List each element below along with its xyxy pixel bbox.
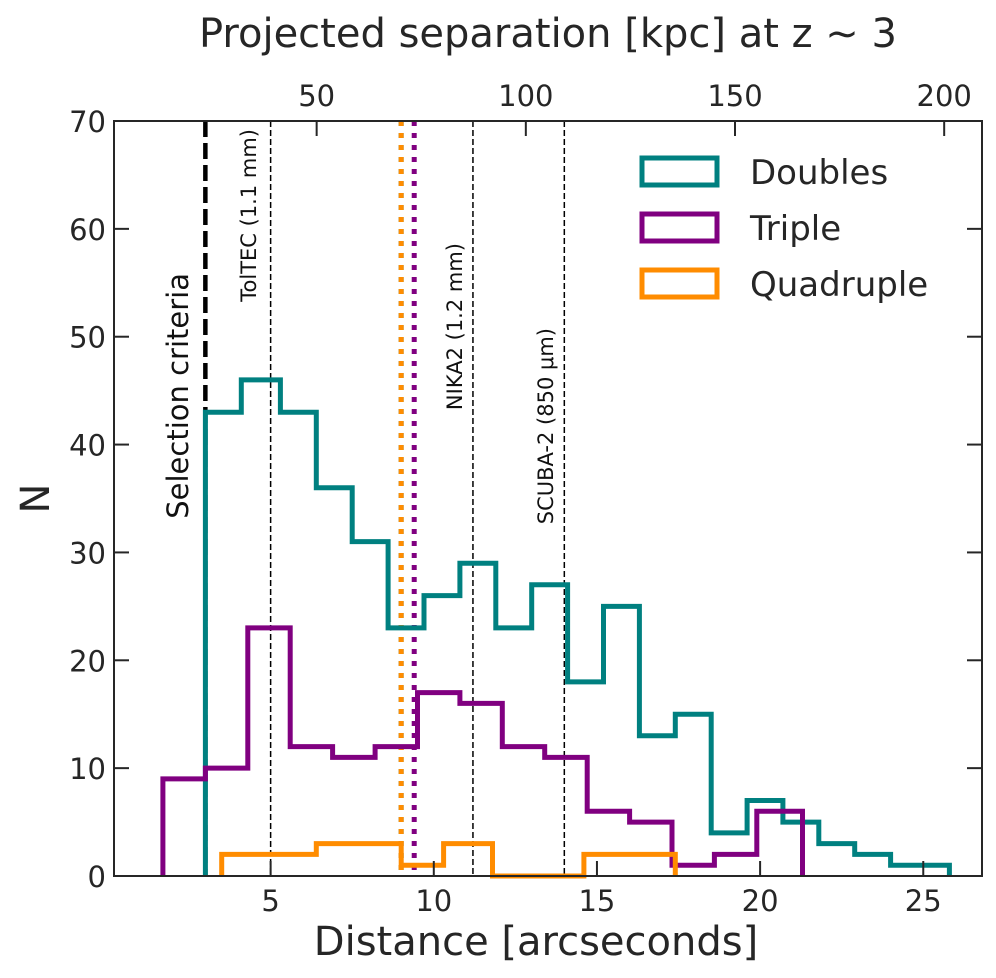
x-tick-label-5: 5 bbox=[261, 884, 279, 918]
legend: Doubles Triple Quadruple bbox=[639, 153, 928, 305]
top-tick-label-200: 200 bbox=[917, 79, 972, 113]
vline-label-toltec-1-1-mm: TolTEC (1.1 mm) bbox=[237, 129, 261, 303]
y-tick-label-10: 10 bbox=[69, 752, 106, 786]
x-tick-label-10: 10 bbox=[415, 884, 452, 918]
y-tick-label-0: 0 bbox=[88, 860, 106, 894]
top-tick-label-150: 150 bbox=[707, 79, 762, 113]
series-doubles-steps bbox=[202, 377, 952, 876]
series-quadruple-steps bbox=[219, 841, 678, 879]
legend-label-triple: Triple bbox=[749, 209, 841, 249]
y-tick-label-40: 40 bbox=[69, 429, 106, 463]
legend-label-quadruple: Quadruple bbox=[750, 265, 928, 305]
annotations: 5 10 15 20 25 0 10 20 30 40 50 60 70 50 100 150 200 Dista… bbox=[13, 11, 972, 965]
plot-frame bbox=[113, 120, 983, 877]
legend-swatch-quadruple bbox=[639, 267, 720, 300]
x-tick-label-25: 25 bbox=[905, 884, 942, 918]
series-triple-steps bbox=[160, 625, 805, 876]
vline-label-nika2-1-2-mm: NIKA2 (1.2 mm) bbox=[443, 243, 467, 410]
x-tick-label-20: 20 bbox=[742, 884, 779, 918]
y-tick-label-30: 30 bbox=[69, 536, 106, 570]
y-tick-label-20: 20 bbox=[69, 644, 106, 678]
vline-label-selection-criteria: Selection criteria bbox=[161, 273, 195, 519]
top-tick-label-100: 100 bbox=[498, 79, 553, 113]
legend-swatch-triple bbox=[639, 211, 720, 244]
histogram-series bbox=[160, 377, 952, 879]
x-tick-label-15: 15 bbox=[578, 884, 615, 918]
x-axis-title: Distance [arcseconds] bbox=[314, 919, 758, 965]
top-tick-label-50: 50 bbox=[298, 79, 335, 113]
legend-label-doubles: Doubles bbox=[750, 153, 888, 193]
axes bbox=[113, 120, 983, 877]
vline-label-scuba-2-850-m: SCUBA-2 (850 μm) bbox=[534, 328, 558, 524]
y-axis-title: N bbox=[13, 484, 59, 514]
legend-swatch-doubles bbox=[639, 155, 720, 188]
y-tick-label-70: 70 bbox=[69, 105, 106, 139]
top-axis-title: Projected separation [kpc] at z ∼ 3 bbox=[199, 11, 897, 57]
y-tick-label-50: 50 bbox=[69, 321, 106, 355]
y-tick-label-60: 60 bbox=[69, 213, 106, 247]
